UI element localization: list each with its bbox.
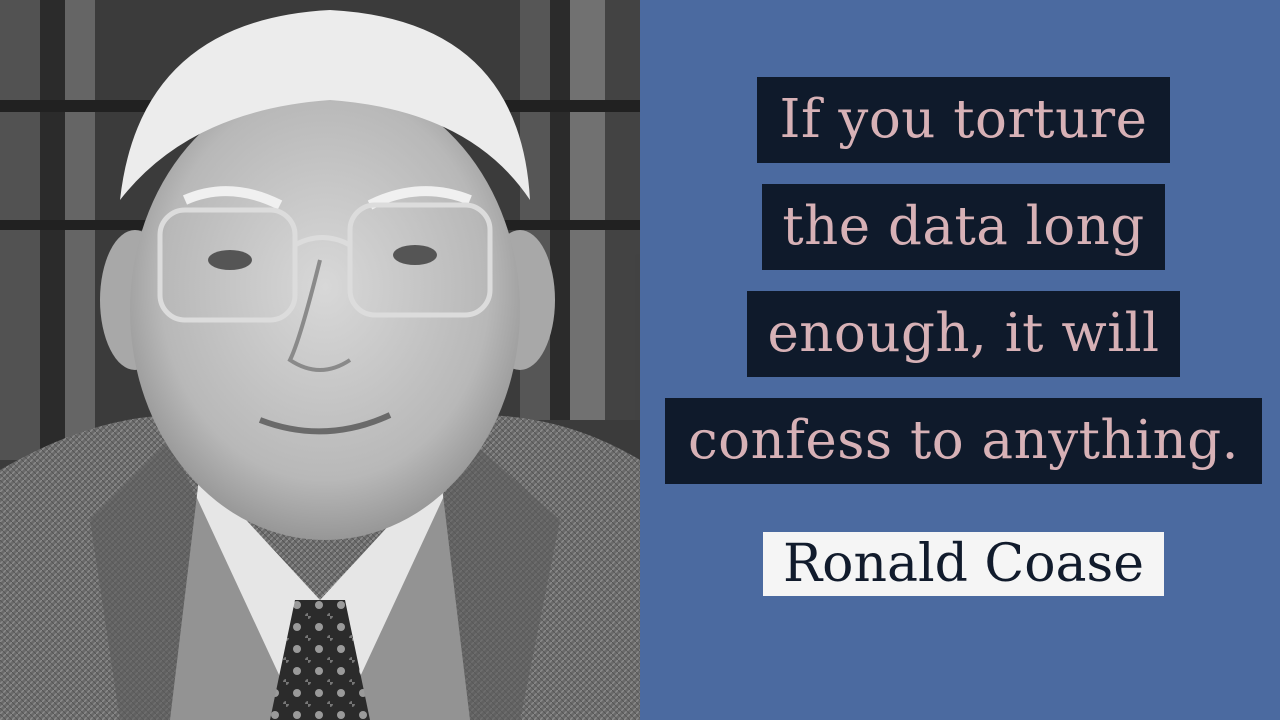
portrait-illustration (0, 0, 640, 720)
glasses (157, 202, 493, 323)
quote-line-3: enough, it will (747, 291, 1180, 377)
quote-line-1: If you torture (757, 77, 1170, 163)
quote-line-4: confess to anything. (665, 398, 1262, 484)
quote-author: Ronald Coase (763, 532, 1164, 596)
portrait-photo (0, 0, 640, 720)
quote-line-2: the data long (762, 184, 1165, 270)
quote-panel: If you torture the data long enough, it … (640, 0, 1280, 720)
